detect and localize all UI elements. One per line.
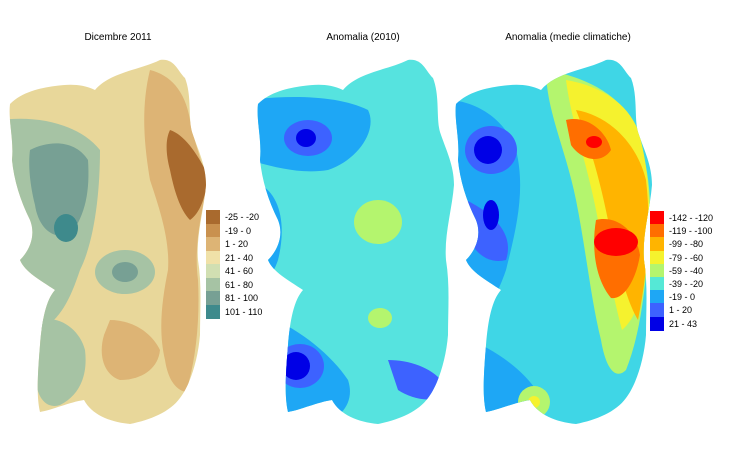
- legend-swatch: [206, 277, 220, 292]
- legend-swatch: [650, 211, 664, 225]
- anomaly-2010-zone-southeast: [388, 360, 448, 400]
- map-title-rainfall: Dicembre 2011: [84, 32, 152, 43]
- legend-swatch: [206, 264, 220, 278]
- legend-swatch: [650, 303, 664, 318]
- legend-label: -79 - -60: [669, 252, 704, 263]
- legend-item: -142 - -120: [650, 211, 730, 225]
- legend-label: 41 - 60: [225, 266, 254, 276]
- legend-label: -99 - -80: [669, 239, 704, 250]
- legend-swatch: [650, 277, 664, 291]
- rainfall-zone-east-dry: [166, 130, 207, 220]
- legend-item: -59 - -40: [650, 263, 730, 278]
- legend-swatch: [206, 223, 220, 238]
- legend-swatch: [206, 250, 220, 265]
- legend-label: 1 - 20: [225, 239, 249, 249]
- legend-label: 101 - 110: [225, 306, 263, 317]
- legend-item: -19 - 0: [206, 223, 326, 238]
- anomaly-2010-peak-southwest: [282, 352, 310, 380]
- rainfall-zone-southwest: [35, 319, 86, 406]
- legend-swatch: [650, 250, 664, 265]
- anomaly-2010-zone-south: [368, 308, 392, 328]
- legend-item: -119 - -100: [650, 224, 730, 239]
- legend-label: -39 - -20: [669, 279, 704, 289]
- legend-label: 1 - 20: [669, 305, 693, 316]
- anomaly-climate-peak-northwest: [474, 136, 502, 164]
- legend-label: -19 - 0: [669, 292, 696, 303]
- legend-item: -19 - 0: [650, 290, 730, 305]
- legend-label: 61 - 80: [225, 279, 254, 290]
- legend-item: 101 - 110: [206, 304, 326, 319]
- legend-item: 41 - 60: [206, 264, 326, 278]
- map-title-anomaly-climate: Anomalia (medie climatiche): [505, 32, 631, 43]
- legend-label: -59 - -40: [669, 265, 704, 276]
- anomaly-climate-zone-centre-west: [466, 200, 508, 261]
- legend-swatch: [650, 290, 664, 305]
- legend-swatch: [650, 316, 664, 331]
- legend-item: 21 - 40: [206, 250, 326, 265]
- anomaly-2010-zone-centre: [354, 200, 402, 244]
- rainfall-peak-west: [54, 214, 78, 242]
- legend-swatch: [206, 304, 220, 319]
- legend-item: -39 - -20: [650, 277, 730, 291]
- anomaly-climate-peak-east-centre: [594, 228, 638, 256]
- legend-swatch: [206, 210, 220, 224]
- rainfall-zone-south: [101, 320, 160, 380]
- legend-item: 21 - 43: [650, 316, 730, 331]
- anomaly-climate-peak-south: [528, 396, 540, 408]
- legend-swatch: [650, 237, 664, 252]
- legend-label: 21 - 40: [225, 252, 254, 263]
- legend-item: 61 - 80: [206, 277, 326, 292]
- legend-swatch: [206, 237, 220, 251]
- legend-item: 81 - 100: [206, 291, 326, 305]
- anomaly-2010-peak-northwest: [296, 129, 316, 147]
- legend-item: -99 - -80: [650, 237, 730, 252]
- legend-label: 81 - 100: [225, 293, 259, 303]
- map-title-anomaly-2010: Anomalia (2010): [326, 32, 400, 43]
- legend-swatch: [206, 291, 220, 305]
- legend-swatch: [650, 224, 664, 239]
- rainfall-zone-centre-core: [112, 262, 138, 282]
- anomaly-climate-peak-centre-west: [483, 200, 499, 230]
- legend-label: 21 - 43: [669, 318, 698, 329]
- legend-item: 1 - 20: [650, 303, 730, 318]
- legend-swatch: [650, 263, 664, 278]
- anomaly-climate-peak-northeast: [586, 136, 602, 148]
- legend-label: -25 - -20: [225, 212, 260, 222]
- legend-item: -25 - -20: [206, 210, 326, 224]
- legend-label: -119 - -100: [669, 226, 713, 237]
- legend-label: -142 - -120: [669, 213, 714, 223]
- legend-item: 1 - 20: [206, 237, 326, 251]
- legend-label: -19 - 0: [225, 225, 252, 236]
- rainfall-zone-west-core: [29, 143, 89, 236]
- legend-item: -79 - -60: [650, 250, 730, 265]
